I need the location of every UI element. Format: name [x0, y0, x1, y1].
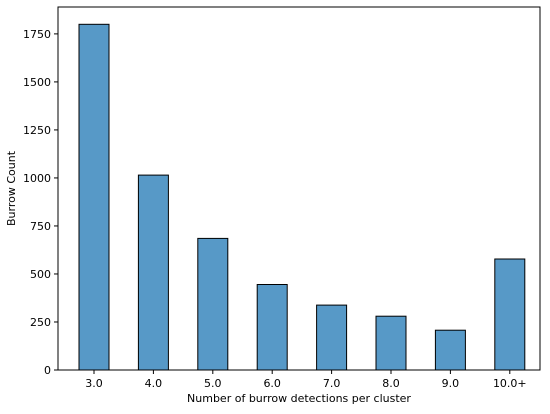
y-tick-label: 1500 — [23, 76, 51, 89]
bar-9.0 — [434, 329, 466, 371]
bar-10.0+ — [494, 258, 526, 371]
x-tick-label: 3.0 — [85, 377, 103, 390]
plot-frame — [57, 6, 541, 371]
bar-6.0 — [256, 284, 288, 371]
y-ticks-group: 0 250 500 750 1000 1250 1500 1750 — [23, 28, 58, 377]
y-tick-label: 750 — [30, 220, 51, 233]
x-tick-label: 5.0 — [204, 377, 222, 390]
bar-7.0 — [316, 304, 348, 371]
x-tick-label: 6.0 — [263, 377, 281, 390]
y-tick-label: 1250 — [23, 124, 51, 137]
y-tick-label: 1750 — [23, 28, 51, 41]
x-tick-label: 7.0 — [323, 377, 341, 390]
x-tick-label: 10.0+ — [493, 377, 527, 390]
x-tick-label: 4.0 — [145, 377, 163, 390]
y-tick-label: 1000 — [23, 172, 51, 185]
x-axis-label: Number of burrow detections per cluster — [187, 392, 411, 405]
y-tick-label: 0 — [44, 364, 51, 377]
bar-5.0 — [197, 237, 229, 371]
bars-group — [78, 23, 526, 371]
y-axis-label: Burrow Count — [5, 150, 18, 226]
x-tick-label: 9.0 — [442, 377, 460, 390]
x-ticks-group: 3.0 4.0 5.0 6.0 7.0 8.0 9.0 10.0+ — [85, 370, 527, 390]
bar-8.0 — [375, 315, 407, 371]
x-tick-label: 8.0 — [382, 377, 400, 390]
bar-3.0 — [78, 23, 110, 371]
bar-4.0 — [137, 174, 169, 371]
y-tick-label: 500 — [30, 268, 51, 281]
y-tick-label: 250 — [30, 316, 51, 329]
